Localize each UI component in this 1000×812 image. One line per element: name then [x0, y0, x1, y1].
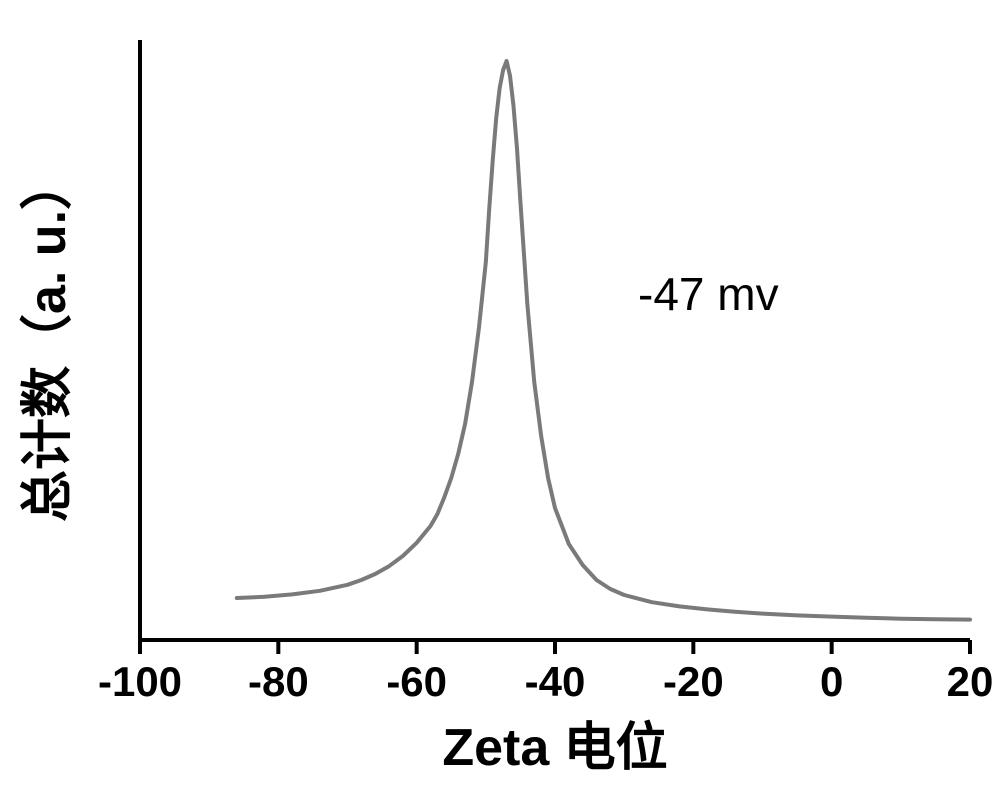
zeta-potential-distribution — [237, 61, 970, 620]
x-tick-label: 20 — [947, 658, 994, 705]
x-tick-label: -100 — [98, 658, 182, 705]
zeta-potential-chart: -100 -80 -60 -40 -20 0 20 Zeta 电位 总计数（a. u.） -47 … — [0, 0, 1000, 812]
x-axis-title: Zeta 电位 — [442, 719, 667, 777]
x-tick-label: -20 — [663, 658, 724, 705]
x-tick-label: 0 — [820, 658, 843, 705]
y-axis-title: 总计数（a. u.） — [19, 158, 77, 522]
x-tick-label: -60 — [386, 658, 447, 705]
axis-frame — [140, 40, 970, 640]
peak-annotation: -47 mv — [638, 268, 779, 320]
x-tick-label: -80 — [248, 658, 309, 705]
x-tick-label: -40 — [525, 658, 586, 705]
